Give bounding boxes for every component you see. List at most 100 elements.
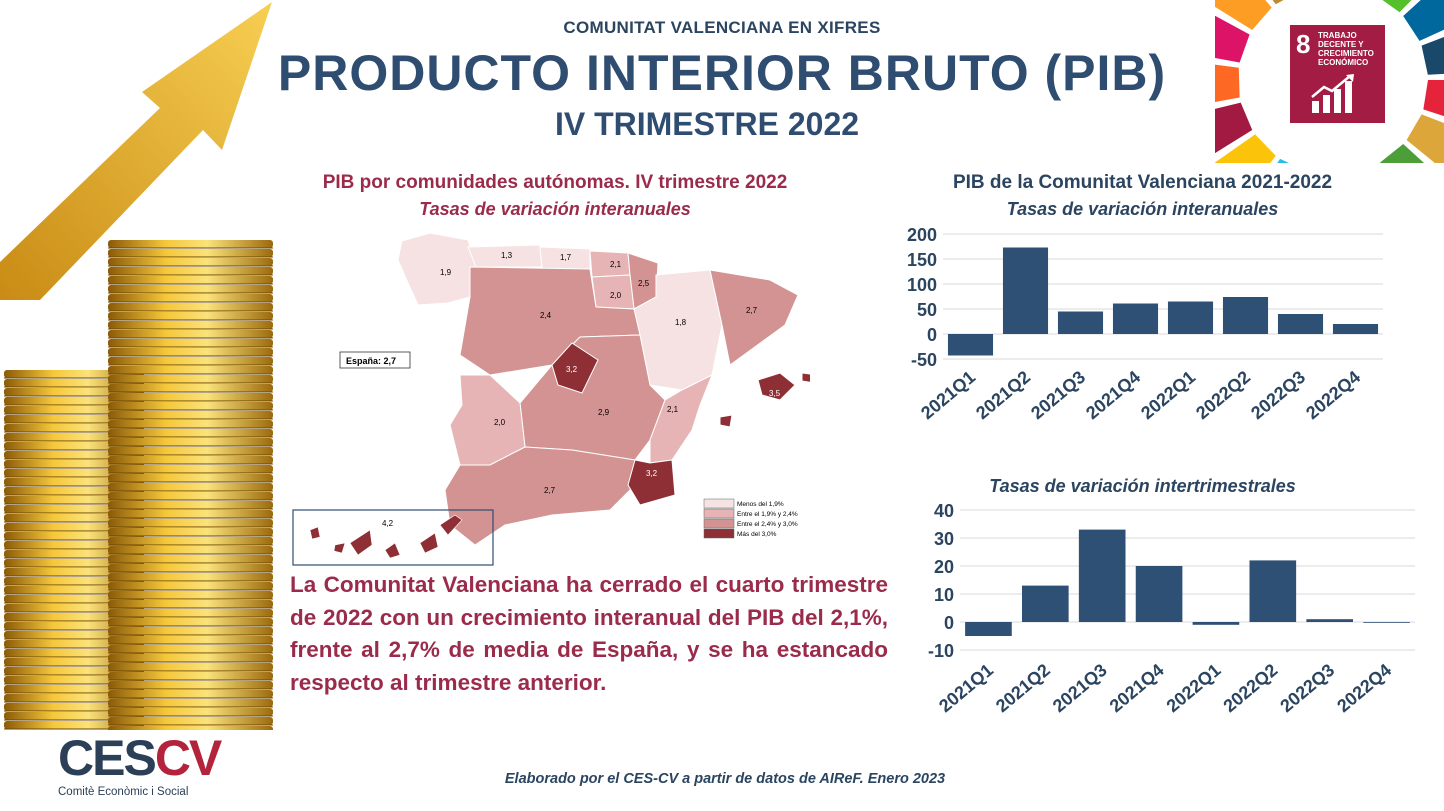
- coin: [108, 537, 273, 545]
- legend-label-1: Entre el 1,9% y 2,4%: [737, 511, 798, 518]
- coin: [108, 366, 273, 374]
- x-tick-label: 2022Q3: [1247, 367, 1309, 423]
- map-subtitle: Tasas de variación interanuales: [419, 199, 691, 219]
- growth-chart-icon: [1311, 74, 1354, 113]
- label-aragon: 1,8: [675, 318, 687, 327]
- y-tick-label: 100: [907, 275, 937, 295]
- region-baleares-ibiza: [719, 414, 733, 428]
- legend-label-2: Entre el 2,4% y 3,0%: [737, 521, 798, 528]
- legend-label-0: Menos del 1,9%: [737, 501, 784, 508]
- spain-label: España: 2,7: [346, 356, 396, 366]
- coin: [108, 528, 273, 536]
- sdg-wheel-segment: [1272, 0, 1284, 5]
- coin: [108, 582, 273, 590]
- coin: [108, 330, 273, 338]
- coin: [108, 267, 273, 275]
- bar-chart-2-subtitle: Tasas de variación intertrimestrales: [989, 476, 1296, 496]
- y-tick-label: 40: [934, 501, 954, 521]
- sdg-wheel-segment: [1215, 0, 1272, 30]
- coin: [108, 717, 273, 725]
- coin: [108, 726, 273, 730]
- x-tick-label: 2022Q2: [1219, 660, 1281, 716]
- bar-chart-intertrimestral: -100102030402021Q12021Q22021Q32021Q42022…: [928, 501, 1415, 716]
- y-tick-label: 0: [944, 613, 954, 633]
- x-tick-label: 2021Q3: [1027, 367, 1089, 423]
- page-title: PRODUCTO INTERIOR BRUTO (PIB): [277, 45, 1167, 101]
- coin: [108, 609, 273, 617]
- coin: [108, 708, 273, 716]
- label-madrid: 3,2: [566, 365, 578, 374]
- coin: [108, 420, 273, 428]
- coin: [108, 501, 273, 509]
- x-tick-label: 2022Q4: [1302, 367, 1364, 423]
- bar: [1057, 311, 1104, 334]
- sdg-wheel-segment: [1423, 80, 1444, 117]
- label-murcia: 3,2: [646, 469, 658, 478]
- coin: [108, 240, 273, 248]
- sdg-wheel-segment: [1379, 144, 1425, 163]
- sdg-number: 8: [1296, 29, 1311, 59]
- y-tick-label: 30: [934, 529, 954, 549]
- legend-swatch-2: [703, 518, 735, 529]
- coin: [108, 393, 273, 401]
- sdg-wheel-segment: [1215, 15, 1250, 63]
- map-title: PIB por comunidades autónomas. IV trimes…: [322, 172, 788, 193]
- label-pais-vasco: 2,1: [610, 260, 622, 269]
- bar: [1222, 297, 1269, 334]
- sdg-wheel-segment: [1215, 64, 1240, 103]
- arrow-icon: [0, 2, 272, 300]
- coin: [108, 672, 273, 680]
- label-galicia: 1,9: [440, 268, 452, 277]
- bar: [1167, 301, 1214, 334]
- y-tick-label: 0: [927, 325, 937, 345]
- coin: [108, 438, 273, 446]
- bar: [1277, 314, 1324, 334]
- coin: [108, 591, 273, 599]
- coin: [108, 384, 273, 392]
- region-baleares-menorca: [801, 372, 810, 383]
- x-tick-label: 2021Q2: [992, 660, 1054, 716]
- region-canarias: [309, 514, 463, 559]
- coin: [108, 645, 273, 653]
- coin: [108, 456, 273, 464]
- label-canarias: 4,2: [382, 519, 394, 528]
- coin: [108, 546, 273, 554]
- coin: [108, 348, 273, 356]
- sdg-wheel-segment: [1277, 158, 1289, 163]
- label-la-rioja: 2,0: [610, 291, 622, 300]
- x-tick-label: 2022Q3: [1276, 660, 1338, 716]
- coin: [108, 375, 273, 383]
- coin: [108, 690, 273, 698]
- coin-stack-right: [108, 240, 273, 730]
- logo-cv: CV: [154, 730, 222, 786]
- coin: [108, 474, 273, 482]
- coin: [108, 285, 273, 293]
- map-legend: Menos del 1,9% Entre el 1,9% y 2,4% Entr…: [703, 498, 798, 539]
- page-subtitle: IV TRIMESTRE 2022: [554, 106, 860, 142]
- sdg-wheel-icon: [1215, 0, 1444, 163]
- coin: [108, 555, 273, 563]
- x-tick-label: 2021Q4: [1106, 660, 1168, 716]
- bar: [1306, 619, 1354, 622]
- spain-label-box: [339, 351, 411, 369]
- x-tick-label: 2022Q1: [1163, 660, 1225, 716]
- label-cantabria: 1,7: [560, 253, 572, 262]
- label-navarra: 2,5: [638, 279, 650, 288]
- sdg-wheel-segment: [1215, 102, 1253, 154]
- coin: [108, 627, 273, 635]
- x-tick-label: 2021Q3: [1049, 660, 1111, 716]
- coin: [108, 402, 273, 410]
- bar: [1078, 529, 1126, 622]
- y-tick-label: 50: [917, 300, 937, 320]
- summary-text: La Comunitat Valenciana ha cerrado el cu…: [290, 572, 888, 695]
- coin: [108, 564, 273, 572]
- coin: [108, 510, 273, 518]
- y-tick-label: -50: [911, 350, 937, 370]
- bar-chart-1-title: PIB de la Comunitat Valenciana 2021-2022: [952, 172, 1333, 193]
- bar: [947, 334, 994, 356]
- coin: [108, 249, 273, 257]
- sdg-wheel-segment: [1215, 134, 1276, 163]
- coin: [108, 357, 273, 365]
- bar: [1249, 560, 1297, 622]
- x-tick-label: 2022Q1: [1137, 367, 1199, 423]
